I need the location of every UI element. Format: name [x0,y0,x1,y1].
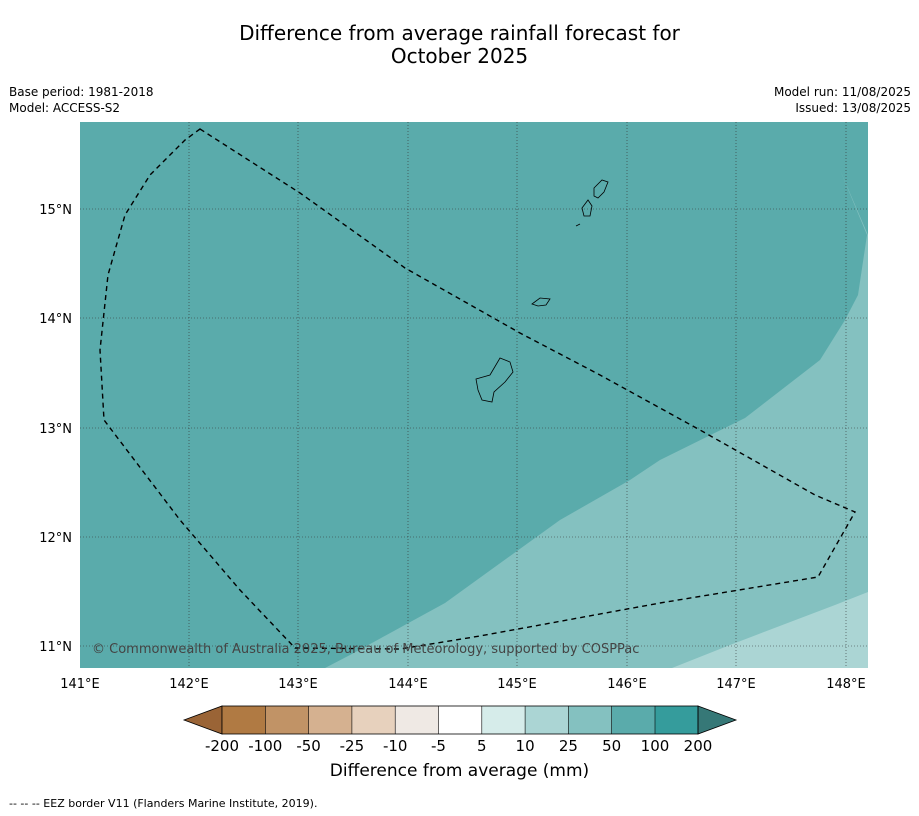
lon-tick-label: 142°E [169,677,209,692]
colorbar-segment [308,706,352,734]
colorbar-label: -50 [296,737,321,755]
meta-right: Model run: 11/08/2025 Issued: 13/08/2025 [774,84,911,116]
lon-tick-label: 141°E [60,677,100,692]
colorbar-segment [525,706,569,734]
title-line-1: Difference from average rainfall forecas… [239,21,680,45]
model-name: Model: ACCESS-S2 [9,101,121,115]
lat-tick-label: 12°N [39,531,72,546]
colorbar-dividers [264,706,656,734]
colorbar-segment [265,706,309,734]
colorbar-label: 50 [602,737,621,755]
lon-tick-labels: 141°E 142°E 143°E 144°E 145°E 146°E 147°… [60,677,866,692]
eez-border [99,128,856,650]
guam-outline [475,357,514,403]
colorbar-high-extend [697,705,738,735]
lon-tick-label: 147°E [716,677,756,692]
base-period: Base period: 1981-2018 [9,85,154,99]
band-25-50 [672,592,868,668]
lat-tick-label: 11°N [39,640,72,655]
colorbar-label: 10 [516,737,535,755]
colorbar-segment [655,706,698,734]
model-run: Model run: 11/08/2025 [773,85,911,99]
band-50-100 [325,122,868,668]
lon-tick-label: 148°E [826,677,866,692]
colorbar-label: -5 [431,737,446,755]
tinian-outline [581,199,593,217]
title-line-2: October 2025 [390,44,529,68]
gridlines [80,122,868,668]
lat-tick-label: 14°N [39,312,72,327]
colorbar-labels: -200 -100 -50 -25 -10 -5 5 10 25 50 100 … [205,737,712,755]
lat-tick-label: 15°N [39,203,72,218]
rainfall-map: © Commonwealth of Australia 2025, Bureau… [39,122,868,755]
colorbar-segment [395,706,439,734]
lon-tick-label: 146°E [607,677,647,692]
colorbar-label: 100 [641,737,670,755]
colorbar-label: -10 [383,737,408,755]
eez-footnote: -- -- -- EEZ border V11 (Flanders Marine… [9,797,318,810]
meta-left: Base period: 1981-2018 Model: ACCESS-S2 [9,84,154,116]
chart-title: Difference from average rainfall forecas… [0,22,919,68]
colorbar-segment [222,706,266,734]
colorbar-segment [351,706,396,734]
issued-date: Issued: 13/08/2025 [795,101,911,115]
colorbar-label: 200 [684,737,713,755]
lon-tick-label: 143°E [278,677,318,692]
lat-tick-labels: 15°N 14°N 13°N 12°N 11°N [39,203,72,655]
lat-tick-label: 13°N [39,422,72,437]
saipan-outline [593,179,609,199]
rota-outline [531,297,551,307]
colorbar: -200 -100 -50 -25 -10 -5 5 10 25 50 100 … [182,705,738,755]
colorbar-label: -100 [248,737,282,755]
colorbar-low-extend [182,705,223,735]
colorbar-label: -25 [340,737,365,755]
colorbar-segment [438,706,482,734]
colorbar-label: -200 [205,737,239,755]
colorbar-label: 5 [477,737,487,755]
colorbar-title: Difference from average (mm) [329,761,590,781]
island-outlines [475,179,609,403]
colorbar-label: 25 [559,737,578,755]
lon-tick-label: 145°E [497,677,537,692]
colorbar-segment [568,706,612,734]
lon-tick-label: 144°E [388,677,428,692]
colorbar-segment [481,706,526,734]
colorbar-frame [221,705,699,735]
aguijan-outline [575,223,581,227]
copyright-text: © Commonwealth of Australia 2025, Bureau… [92,642,639,657]
colorbar-segment [611,706,655,734]
